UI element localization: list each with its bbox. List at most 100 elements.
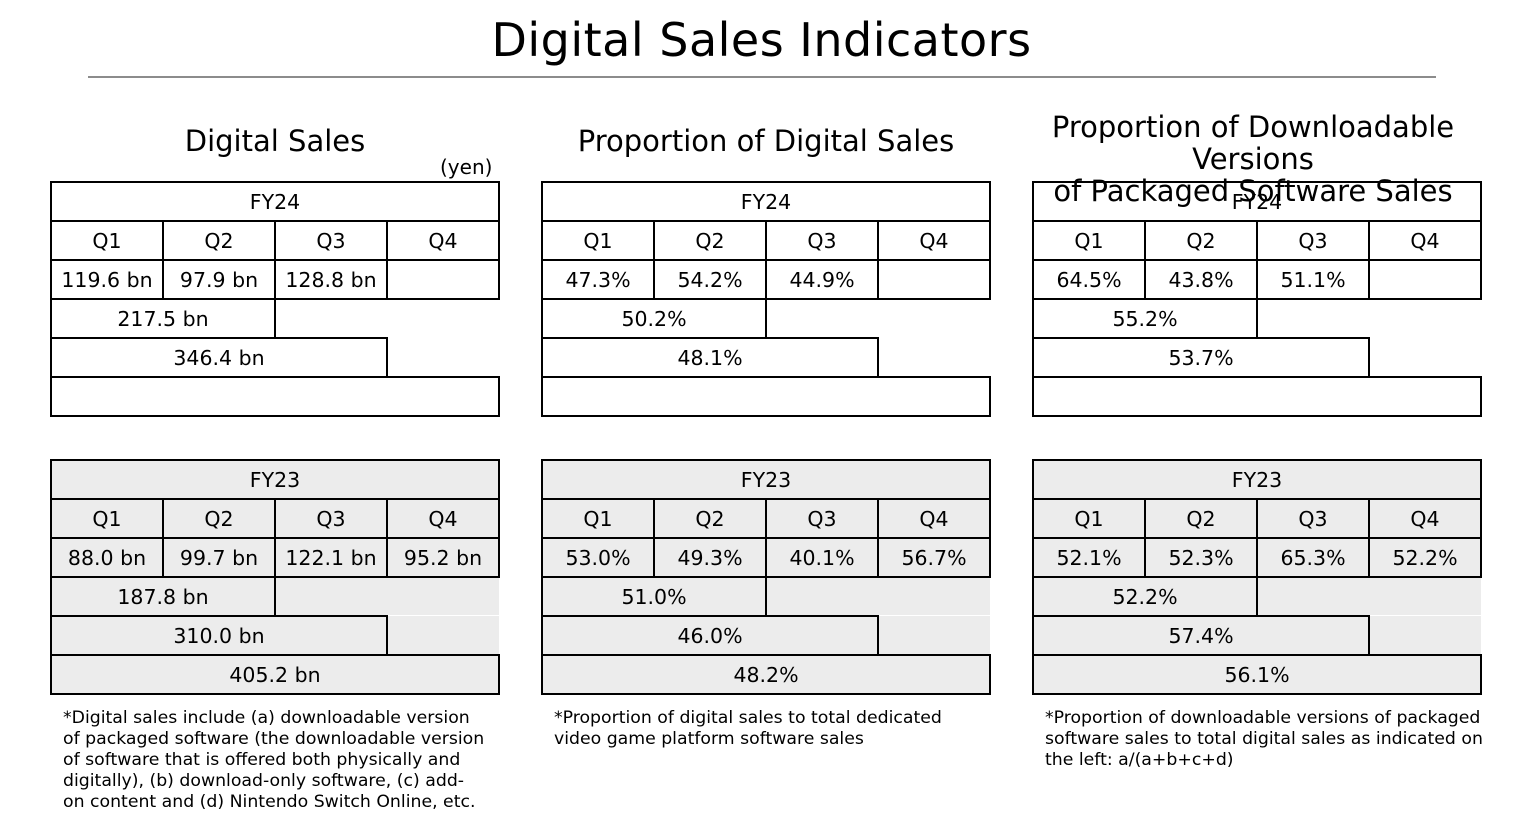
fiscal-year-header: FY23: [50, 459, 500, 500]
quarter-header: Q3: [1256, 498, 1370, 539]
fiscal-year-header: FY23: [1032, 459, 1482, 500]
quarter-header: Q4: [877, 498, 991, 539]
empty-cell: [877, 338, 990, 377]
quarter-header: Q1: [1032, 498, 1146, 539]
empty-cell: [765, 298, 990, 338]
quarter-header: Q1: [541, 498, 655, 539]
page-title: Digital Sales Indicators: [491, 13, 1032, 67]
empty-cell: [1256, 576, 1481, 616]
fy24-proportion-digital-table: FY24 Q1 Q2 Q3 Q4 47.3% 54.2% 44.9% 50.2%…: [541, 181, 991, 417]
footnote-line: digitally), (b) download-only software, …: [63, 771, 465, 791]
fy23-digital-sales-table: FY23 Q1 Q2 Q3 Q4 88.0 bn 99.7 bn 122.1 b…: [50, 459, 500, 695]
footnote-line: on content and (d) Nintendo Switch Onlin…: [63, 792, 476, 812]
empty-cell: [1256, 298, 1481, 338]
full-year-total: 405.2 bn: [50, 654, 500, 695]
quarter-value: 49.3%: [653, 537, 767, 578]
footnote-proportion-digital: *Proportion of digital sales to total de…: [554, 708, 984, 750]
empty-cell: [386, 338, 499, 377]
quarter-value: 64.5%: [1032, 259, 1146, 300]
quarter-value: 99.7 bn: [162, 537, 276, 578]
fy23-proportion-digital-table: FY23 Q1 Q2 Q3 Q4 53.0% 49.3% 40.1% 56.7%…: [541, 459, 991, 695]
empty-cell: [274, 576, 499, 616]
quarter-header: Q4: [877, 220, 991, 261]
quarter-header: Q2: [1144, 498, 1258, 539]
quarter-value: 128.8 bn: [274, 259, 388, 300]
footnote-line: the left: a/(a+b+c+d): [1045, 750, 1234, 770]
first-half-total: 52.2%: [1032, 576, 1258, 617]
quarter-header: Q3: [765, 498, 879, 539]
fiscal-year-header: FY24: [541, 181, 991, 222]
quarter-value: [877, 259, 991, 300]
quarter-value: 54.2%: [653, 259, 767, 300]
first-half-total: 50.2%: [541, 298, 767, 339]
footnote-line: of packaged software (the downloadable v…: [63, 729, 485, 749]
full-year-total: 48.2%: [541, 654, 991, 695]
section-title-proportion-digital: Proportion of Digital Sales: [577, 124, 955, 158]
title-divider: [88, 76, 1436, 78]
empty-cell: [877, 616, 990, 655]
quarter-header: Q4: [386, 220, 500, 261]
section-title-digital-sales: Digital Sales: [184, 124, 366, 158]
quarter-header: Q1: [1032, 220, 1146, 261]
quarter-value: 122.1 bn: [274, 537, 388, 578]
empty-cell: [765, 576, 990, 616]
quarter-value: 44.9%: [765, 259, 879, 300]
quarter-value: 97.9 bn: [162, 259, 276, 300]
full-year-total: 56.1%: [1032, 654, 1482, 695]
footnote-line: of software that is offered both physica…: [63, 750, 461, 770]
section-title-line: Proportion of Downloadable Versions: [1051, 110, 1455, 176]
unit-label: (yen): [440, 155, 493, 179]
footnote-line: *Digital sales include (a) downloadable …: [63, 708, 470, 728]
fiscal-year-header: FY24: [1032, 181, 1482, 222]
first-half-total: 217.5 bn: [50, 298, 276, 339]
fiscal-year-header: FY23: [541, 459, 991, 500]
fy24-digital-sales-table: FY24 Q1 Q2 Q3 Q4 119.6 bn 97.9 bn 128.8 …: [50, 181, 500, 417]
empty-cell: [1368, 338, 1481, 377]
empty-cell: [274, 298, 499, 338]
quarter-value: [1368, 259, 1482, 300]
fy23-proportion-downloadable-table: FY23 Q1 Q2 Q3 Q4 52.1% 52.3% 65.3% 52.2%…: [1032, 459, 1482, 695]
quarter-header: Q4: [1368, 220, 1482, 261]
quarter-header: Q2: [653, 220, 767, 261]
quarter-header: Q2: [162, 498, 276, 539]
quarter-header: Q1: [50, 220, 164, 261]
three-quarter-total: 46.0%: [541, 615, 879, 656]
quarter-value: 40.1%: [765, 537, 879, 578]
quarter-value: 51.1%: [1256, 259, 1370, 300]
three-quarter-total: 53.7%: [1032, 337, 1370, 378]
footnote-line: video game platform software sales: [554, 729, 864, 749]
first-half-total: 55.2%: [1032, 298, 1258, 339]
empty-cell: [1368, 616, 1481, 655]
quarter-header: Q3: [274, 498, 388, 539]
full-year-total: [541, 376, 991, 417]
quarter-header: Q2: [1144, 220, 1258, 261]
three-quarter-total: 48.1%: [541, 337, 879, 378]
footnote-digital-sales: *Digital sales include (a) downloadable …: [63, 708, 493, 813]
first-half-total: 51.0%: [541, 576, 767, 617]
quarter-value: 119.6 bn: [50, 259, 164, 300]
quarter-header: Q1: [541, 220, 655, 261]
quarter-header: Q1: [50, 498, 164, 539]
quarter-header: Q4: [386, 498, 500, 539]
quarter-value: [386, 259, 500, 300]
quarter-value: 88.0 bn: [50, 537, 164, 578]
quarter-header: Q3: [1256, 220, 1370, 261]
quarter-value: 52.2%: [1368, 537, 1482, 578]
quarter-header: Q3: [765, 220, 879, 261]
footnote-line: *Proportion of digital sales to total de…: [554, 708, 942, 728]
footnote-line: software sales to total digital sales as…: [1045, 729, 1483, 749]
three-quarter-total: 310.0 bn: [50, 615, 388, 656]
empty-cell: [386, 616, 499, 655]
quarter-value: 52.1%: [1032, 537, 1146, 578]
quarter-header: Q2: [653, 498, 767, 539]
three-quarter-total: 346.4 bn: [50, 337, 388, 378]
quarter-value: 43.8%: [1144, 259, 1258, 300]
full-year-total: [1032, 376, 1482, 417]
fiscal-year-header: FY24: [50, 181, 500, 222]
footnote-proportion-downloadable: *Proportion of downloadable versions of …: [1045, 708, 1505, 771]
quarter-value: 95.2 bn: [386, 537, 500, 578]
first-half-total: 187.8 bn: [50, 576, 276, 617]
footnote-line: *Proportion of downloadable versions of …: [1045, 708, 1481, 728]
quarter-header: Q3: [274, 220, 388, 261]
quarter-value: 56.7%: [877, 537, 991, 578]
